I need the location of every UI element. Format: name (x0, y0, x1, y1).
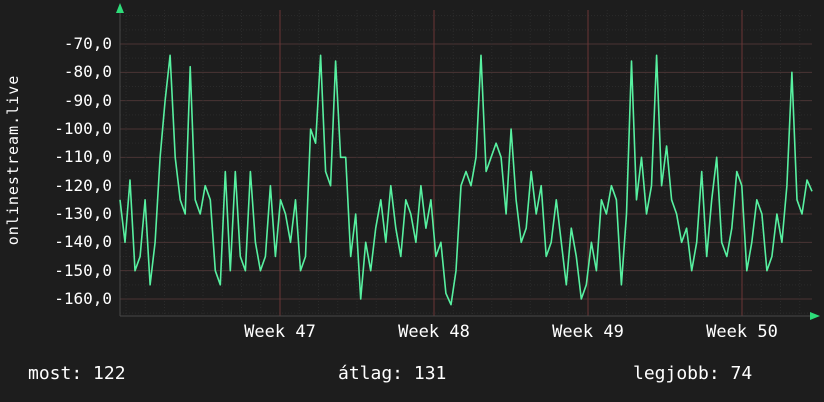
series-line (119, 54, 813, 306)
stat-most-label: most: (28, 363, 83, 384)
y-tick-label: -120,0 (54, 175, 112, 195)
y-tick-label: -90,0 (63, 90, 112, 110)
stats-row: most: 122 átlag: 131 legjobb: 74 (0, 363, 824, 389)
x-axis-arrow-right-icon (810, 312, 820, 320)
y-tick-label: -130,0 (54, 204, 112, 223)
x-tick-label: Week 49 (552, 322, 624, 342)
stat-most-value: 122 (93, 363, 126, 384)
y-axis-title: onlinestream.live (4, 74, 22, 246)
stat-atlag-value: 131 (413, 363, 447, 384)
y-tick-label: -150,0 (54, 260, 112, 280)
y-tick-label: -140,0 (54, 232, 112, 252)
stat-legjobb-value: 74 (730, 363, 753, 384)
stat-atlag: átlag: 131 (338, 363, 446, 384)
stat-legjobb: legjobb: 74 (633, 363, 752, 384)
x-tick-label: Week 50 (706, 322, 778, 342)
y-tick-label: -160,0 (54, 289, 112, 308)
y-tick-label: -110,0 (54, 147, 112, 167)
y-tick-label: -80,0 (63, 62, 112, 82)
x-tick-label: Week 47 (244, 322, 316, 342)
stat-legjobb-label: legjobb: (633, 363, 720, 384)
stat-atlag-label: átlag: (338, 363, 404, 384)
x-tick-label: Week 48 (398, 322, 470, 342)
y-tick-label: -100,0 (54, 119, 112, 138)
stat-most: most: 122 (28, 363, 126, 384)
y-tick-label: -70,0 (63, 34, 112, 53)
y-axis-arrow-up-icon (116, 3, 124, 13)
